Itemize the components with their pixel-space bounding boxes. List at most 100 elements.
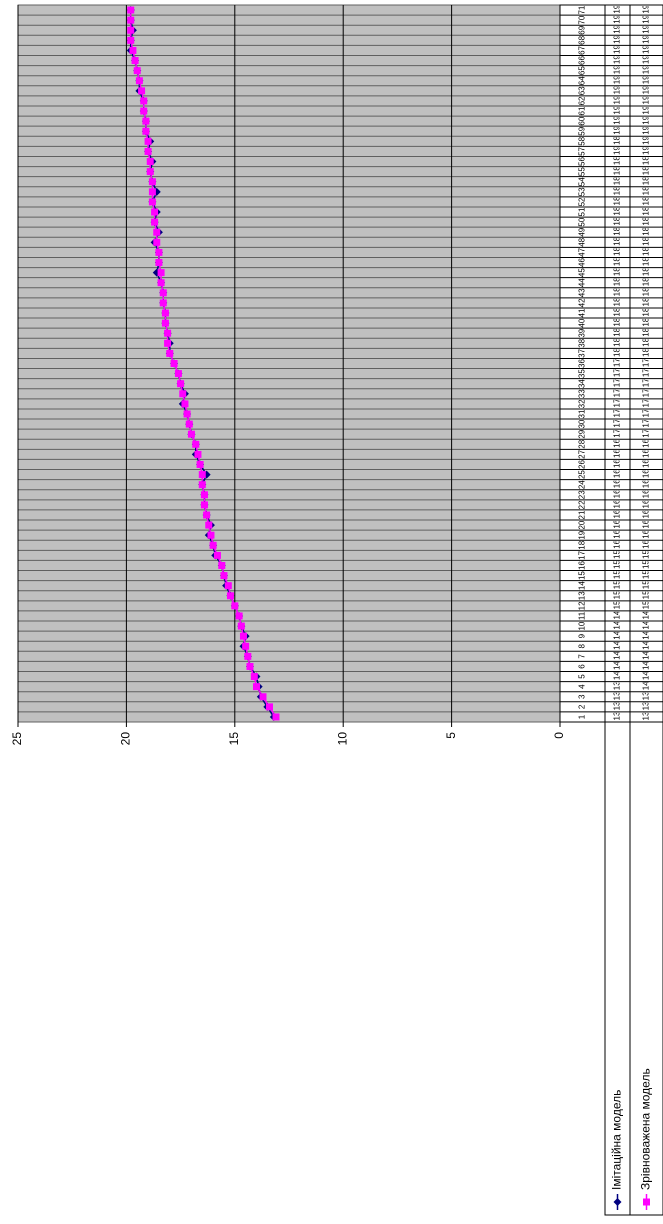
x-tick-label: 21	[578, 510, 587, 519]
table-value: 16	[642, 539, 651, 548]
x-tick-label: 22	[578, 500, 587, 509]
table-value: 19.7	[642, 38, 651, 54]
x-tick-label: 52	[578, 197, 587, 206]
x-tick-label: 9	[578, 633, 587, 638]
table-value: 19	[642, 135, 651, 144]
table-value: 18.5	[613, 240, 622, 256]
x-tick-label: 15	[578, 571, 587, 580]
table-value: 14.6	[642, 624, 651, 640]
table-value: 18.1	[642, 321, 651, 337]
table-value: 17.5	[613, 371, 622, 387]
x-tick-label: 67	[578, 45, 587, 54]
table-value: 19.5	[642, 58, 651, 74]
x-tick-label: 63	[578, 86, 587, 95]
x-tick-label: 56	[578, 157, 587, 166]
table-value: 18.8	[613, 149, 622, 165]
table-value: 18.8	[642, 169, 651, 185]
table-value: 19.7	[613, 18, 622, 34]
data-point	[194, 450, 202, 458]
table-value: 19.8	[613, 28, 622, 44]
data-point	[135, 77, 143, 85]
data-point	[146, 168, 154, 176]
x-tick-label: 29	[578, 429, 587, 438]
data-point	[179, 390, 187, 398]
x-tick-label: 28	[578, 439, 587, 448]
table-value: 18.3	[642, 280, 651, 296]
table-value: 14.5	[642, 634, 651, 650]
table-value: 16.4	[613, 492, 622, 508]
table-value: 19.2	[642, 98, 651, 114]
table-value: 19.8	[613, 38, 622, 54]
table-value: 19.4	[613, 78, 622, 94]
x-tick-label: 44	[578, 278, 587, 287]
data-point	[237, 622, 245, 630]
x-tick-label: 3	[578, 694, 587, 699]
table-value: 16.6	[642, 452, 651, 468]
data-point	[242, 642, 250, 650]
data-point	[161, 309, 169, 317]
table-value: 18.2	[642, 311, 651, 327]
x-tick-label: 20	[578, 520, 587, 529]
table-value: 16.1	[613, 513, 622, 529]
x-tick-label: 64	[578, 76, 587, 85]
table-value: 15.5	[642, 563, 651, 579]
table-value: 13.2	[613, 704, 622, 720]
data-point	[246, 662, 254, 670]
data-point	[207, 531, 215, 539]
table-value: 13.1	[642, 704, 651, 720]
table-value: 19	[613, 146, 622, 155]
x-tick-label: 1	[578, 714, 587, 719]
x-tick-label: 31	[578, 409, 587, 418]
data-point	[140, 107, 148, 115]
table-value: 15.2	[642, 583, 651, 599]
table-value: 18.6	[613, 179, 622, 195]
x-tick-label: 40	[578, 318, 587, 327]
data-point	[181, 400, 189, 408]
table-value: 19.6	[642, 48, 651, 64]
data-point	[166, 349, 174, 357]
table-value: 18.3	[613, 280, 622, 296]
table-value: 14.6	[613, 634, 622, 650]
x-tick-label: 37	[578, 348, 587, 357]
table-value: 18	[613, 348, 622, 357]
table-value: 19.2	[642, 88, 651, 104]
table-value: 13.5	[613, 694, 622, 710]
table-value: 18.4	[613, 270, 622, 286]
table-value: 19.6	[613, 48, 622, 64]
x-tick-label: 71	[578, 5, 587, 14]
x-tick-label: 12	[578, 601, 587, 610]
x-tick-label: 17	[578, 550, 587, 559]
x-tick-label: 59	[578, 126, 587, 135]
x-tick-label: 55	[578, 167, 587, 176]
legend-marker	[613, 1198, 622, 1206]
x-tick-label: 26	[578, 459, 587, 468]
x-tick-label: 19	[578, 530, 587, 539]
table-value: 18.8	[613, 169, 622, 185]
data-point	[155, 248, 163, 256]
table-value: 15	[613, 600, 622, 609]
data-point	[196, 460, 204, 468]
data-point	[164, 339, 172, 347]
table-value: 16.5	[642, 472, 651, 488]
x-tick-label: 39	[578, 328, 587, 337]
data-point	[144, 147, 152, 155]
data-point	[226, 592, 234, 600]
table-value: 13.4	[642, 694, 651, 710]
x-tick-label: 66	[578, 56, 587, 65]
x-tick-label: 10	[578, 621, 587, 630]
data-point	[153, 238, 161, 246]
x-tick-label: 47	[578, 247, 587, 256]
x-tick-label: 43	[578, 288, 587, 297]
x-tick-label: 6	[578, 664, 587, 669]
table-value: 15.2	[613, 583, 622, 599]
table-value: 17.4	[613, 391, 622, 407]
x-tick-label: 5	[578, 674, 587, 679]
data-point	[200, 491, 208, 499]
x-tick-label: 54	[578, 177, 587, 186]
table-value: 19.8	[642, 28, 651, 44]
data-point	[140, 97, 148, 105]
data-point	[142, 127, 150, 135]
data-point	[138, 87, 146, 95]
y-tick-label: 20	[119, 732, 133, 746]
data-point	[235, 612, 243, 620]
